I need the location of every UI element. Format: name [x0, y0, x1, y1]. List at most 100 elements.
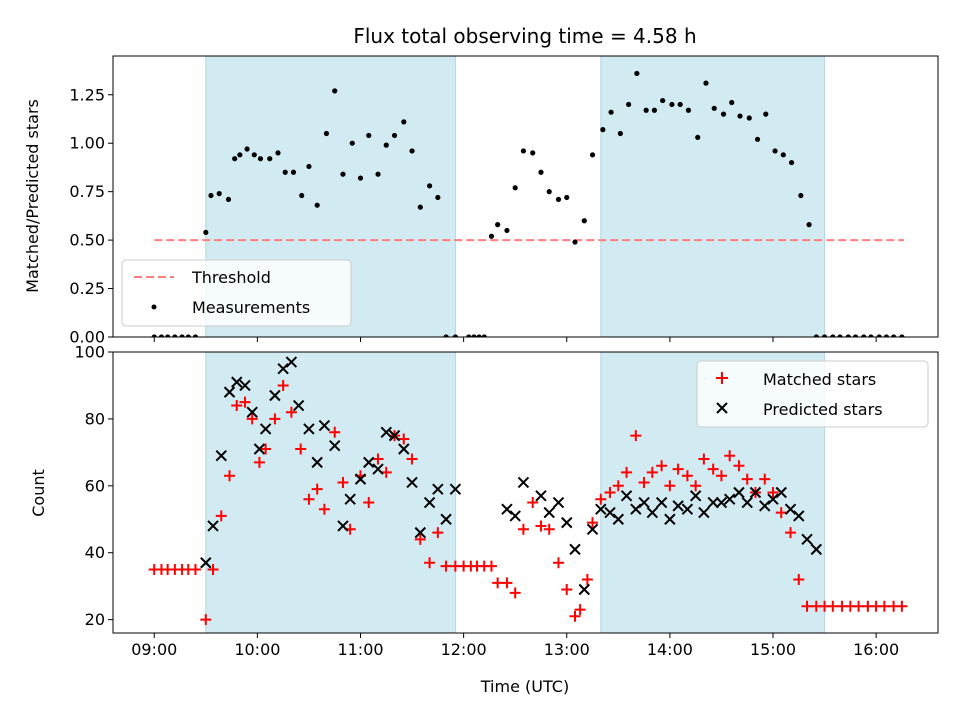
predicted-star-point: [440, 513, 452, 525]
predicted-star-point: [200, 557, 212, 569]
matched-star-point: [775, 507, 787, 519]
predicted-star-point: [449, 483, 462, 495]
matched-star-point: [690, 480, 702, 492]
matched-star-point: [612, 480, 624, 492]
matched-star-point: [646, 466, 658, 478]
measurement-point: [780, 152, 786, 158]
shaded-interval-1: [600, 56, 826, 337]
predicted-star-point: [810, 543, 823, 556]
matched-star-point: [785, 527, 797, 539]
measurement-point: [763, 111, 769, 117]
matched-star-point: [224, 470, 236, 482]
bottom-xtick-label: 10:00: [234, 640, 280, 659]
bottom-ytick-label: 100: [74, 343, 105, 362]
measurement-point: [203, 229, 209, 235]
matched-star-point: [285, 406, 297, 418]
measurement-point: [488, 233, 495, 239]
top-ytick-label: 0.50: [69, 231, 105, 250]
predicted-star-point: [689, 490, 702, 502]
measurement-point: [401, 119, 407, 125]
matched-star-point: [853, 600, 865, 612]
bottom-ytick-label: 20: [85, 610, 105, 629]
measurement-point: [391, 132, 398, 139]
legend-threshold-label: Threshold: [191, 268, 271, 287]
legend-measurements-swatch: [151, 304, 157, 310]
measurement-point: [711, 105, 717, 111]
matched-star-point: [239, 396, 251, 408]
measurement-point: [332, 88, 338, 94]
measurement-point: [876, 334, 882, 337]
measurement-point: [600, 127, 606, 133]
legend-measurements-label: Measurements: [192, 298, 310, 317]
matched-star-point: [406, 453, 418, 465]
measurement-point: [357, 175, 364, 181]
matched-star-point: [630, 430, 642, 442]
measurement-point: [267, 156, 273, 162]
measurement-point: [471, 334, 477, 337]
top-legend: Threshold Measurements: [121, 259, 352, 327]
predicted-star-point: [259, 423, 272, 435]
measurement-point: [754, 136, 761, 142]
measurement-point: [495, 222, 501, 228]
bottom-ytick-label: 40: [85, 543, 105, 562]
predicted-star-point: [723, 493, 736, 505]
measurement-point: [466, 334, 472, 337]
predicted-star-point: [775, 486, 787, 499]
bottom-panel: 20 40 60 80 100 09:00 10:00 11:00 12:00 13:00 14:…: [29, 343, 939, 696]
matched-star-point: [215, 510, 227, 522]
predicted-star-point: [303, 423, 315, 435]
predicted-star-point: [535, 490, 547, 502]
measurement-point: [417, 204, 423, 210]
predicted-star-point: [784, 503, 797, 515]
matched-star-point: [253, 456, 265, 468]
predicted-star-point: [681, 503, 694, 515]
bottom-xtick-label: 16:00: [853, 640, 899, 659]
predicted-star-point: [698, 506, 710, 519]
measurement-point: [634, 70, 640, 77]
matched-star-point: [432, 527, 444, 539]
predicted-star-point: [767, 493, 779, 505]
matched-star-point: [318, 503, 330, 515]
measurement-point: [512, 185, 518, 191]
top-ytick-label: 0.25: [69, 279, 105, 298]
matched-star-point: [707, 463, 719, 475]
predicted-star-point: [509, 510, 521, 522]
measurement-point: [225, 196, 232, 203]
matched-star-point: [878, 600, 890, 612]
bottom-legend: Matched stars Predicted stars: [696, 360, 929, 428]
measurement-point: [677, 101, 683, 108]
matched-star-point: [793, 573, 805, 585]
predicted-star-point: [672, 500, 684, 512]
measurement-point: [208, 192, 214, 199]
predicted-star-point: [561, 516, 573, 529]
predicted-star-point: [318, 419, 331, 432]
matched-star-point: [587, 517, 599, 529]
predicted-star-point: [285, 356, 298, 368]
matched-star-point: [801, 600, 813, 612]
predicted-star-point: [638, 496, 650, 509]
predicted-star-point: [253, 443, 266, 455]
measurement-point: [695, 134, 701, 140]
measurement-point: [520, 148, 527, 154]
measurement-point: [216, 190, 222, 197]
predicted-star-point: [595, 503, 607, 515]
matched-star-point: [509, 587, 521, 599]
measurement-point: [608, 109, 614, 115]
bottom-ytick-label: 80: [85, 409, 105, 428]
measurement-point: [504, 227, 510, 234]
matched-star-point: [896, 600, 908, 612]
measurement-point: [151, 334, 157, 337]
matched-star-point: [414, 533, 426, 545]
predicted-star-point: [231, 376, 243, 388]
measurement-point: [703, 80, 709, 86]
measurement-point: [257, 156, 264, 162]
measurement-point: [426, 183, 433, 189]
matched-star-point: [337, 476, 349, 488]
measurement-point: [669, 101, 675, 108]
predicted-star-point: [543, 506, 555, 519]
top-ytick-label: 0.75: [69, 182, 105, 201]
predicted-star-point: [292, 399, 305, 412]
predicted-star-point: [269, 389, 281, 402]
matched-star-point: [595, 493, 607, 505]
measurement-point: [729, 99, 735, 106]
